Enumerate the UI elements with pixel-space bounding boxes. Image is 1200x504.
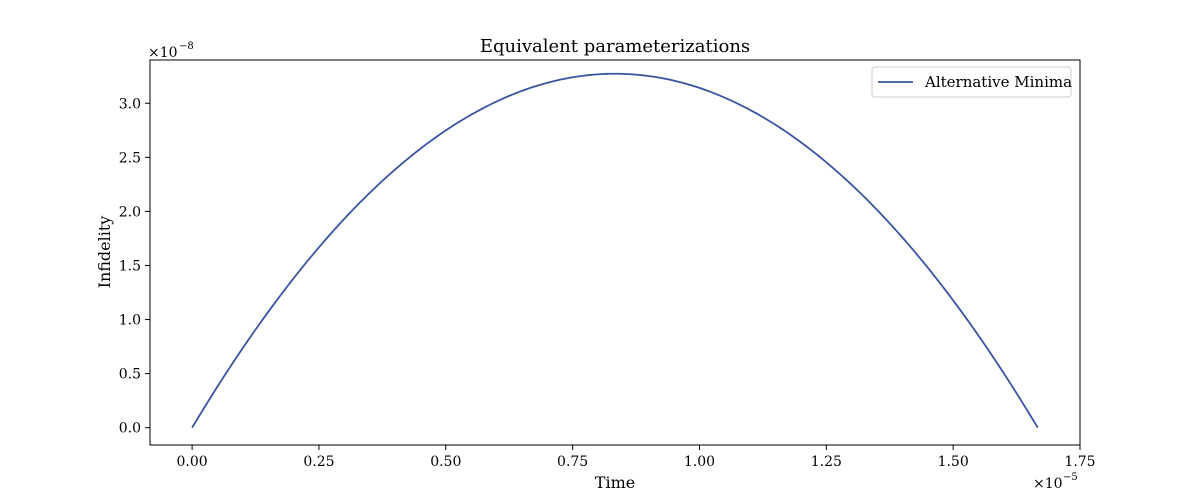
y-axis-ticks: 0.0 0.5 1.0 1.5 2.0 2.5 3.0 — [119, 96, 150, 437]
x-offset-text: ×10 −5 — [1033, 472, 1078, 492]
x-offset-base: ×10 — [1033, 476, 1063, 492]
y-tick-label: 2.5 — [119, 150, 141, 166]
y-tick-label: 3.0 — [119, 96, 141, 112]
x-tick-label: 1.00 — [684, 454, 715, 470]
x-axis-label: Time — [595, 473, 635, 492]
y-tick-label: 1.5 — [119, 258, 141, 274]
x-tick-label: 0.50 — [430, 454, 461, 470]
plot-area-frame — [149, 59, 1081, 446]
x-tick-label: 0.00 — [177, 454, 208, 470]
x-tick-label: 1.75 — [1064, 454, 1095, 470]
y-tick-label: 0.5 — [119, 367, 141, 383]
y-axis-label: Infidelity — [95, 216, 114, 289]
y-offset-exponent: −8 — [179, 41, 194, 52]
y-tick-label: 1.0 — [119, 313, 141, 329]
x-axis-ticks: 0.00 0.25 0.50 0.75 1.00 1.25 1.50 1.75 — [177, 445, 1096, 470]
y-tick-label: 0.0 — [119, 421, 141, 437]
y-tick-label: 2.0 — [119, 204, 141, 220]
x-tick-label: 1.50 — [938, 454, 969, 470]
y-offset-text: ×10 −8 — [148, 41, 194, 61]
legend: Alternative Minima — [871, 66, 1072, 98]
chart-title: Equivalent parameterizations — [480, 36, 750, 57]
x-offset-exponent: −5 — [1063, 472, 1078, 483]
legend-box — [871, 66, 1072, 98]
legend-label-alternative-minima: Alternative Minima — [924, 73, 1072, 91]
x-tick-label: 0.75 — [557, 454, 588, 470]
x-tick-label: 0.25 — [303, 454, 334, 470]
series-line-alternative-minima — [191, 72, 1039, 429]
y-offset-base: ×10 — [148, 45, 178, 61]
x-tick-label: 1.25 — [811, 454, 842, 470]
